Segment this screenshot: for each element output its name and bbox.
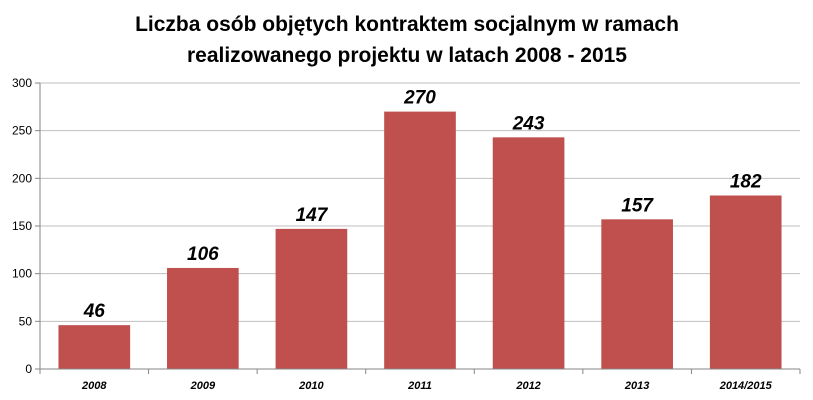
x-tick-label: 2008 [81, 380, 107, 392]
x-tick-label: 2009 [190, 380, 216, 392]
data-label: 243 [512, 113, 545, 134]
bar [384, 111, 456, 369]
x-tick-label: 2012 [515, 380, 540, 392]
x-tick-label: 2014/2015 [719, 380, 773, 392]
data-labels: 46 106 147 270 243 157 182 [83, 88, 762, 323]
data-label: 182 [730, 171, 762, 192]
bar [492, 137, 565, 369]
data-label: 46 [83, 301, 106, 322]
y-tick-label: 250 [12, 124, 32, 138]
chart-title-line-2: realizowanego projektu w latach 2008 - 2… [187, 44, 627, 67]
y-tick-label: 150 [12, 219, 32, 233]
data-label: 147 [296, 205, 329, 226]
y-tick-label: 0 [25, 362, 32, 376]
x-axis-ticks: 2008 2009 2010 2011 2012 2013 2014/2015 [81, 380, 773, 392]
axes [35, 82, 801, 374]
data-label: 106 [187, 244, 219, 265]
bar [601, 219, 673, 369]
x-tick-label: 2011 [407, 380, 432, 392]
bars [58, 111, 782, 369]
data-label: 157 [621, 195, 654, 216]
bar [709, 195, 782, 369]
y-axis-ticks: 0 50 100 150 200 250 300 [12, 76, 32, 376]
y-tick-label: 300 [12, 76, 32, 90]
data-label: 270 [403, 88, 436, 109]
y-tick-label: 100 [12, 267, 32, 281]
x-tick-label: 2013 [624, 380, 649, 392]
y-tick-label: 200 [12, 171, 32, 185]
y-tick-label: 50 [19, 314, 33, 328]
bar [58, 325, 131, 369]
bar [275, 228, 348, 369]
chart-title-line-1: Liczba osób objętych kontraktem socjalny… [135, 13, 679, 36]
bar [167, 267, 239, 369]
x-tick-label: 2010 [298, 380, 324, 392]
